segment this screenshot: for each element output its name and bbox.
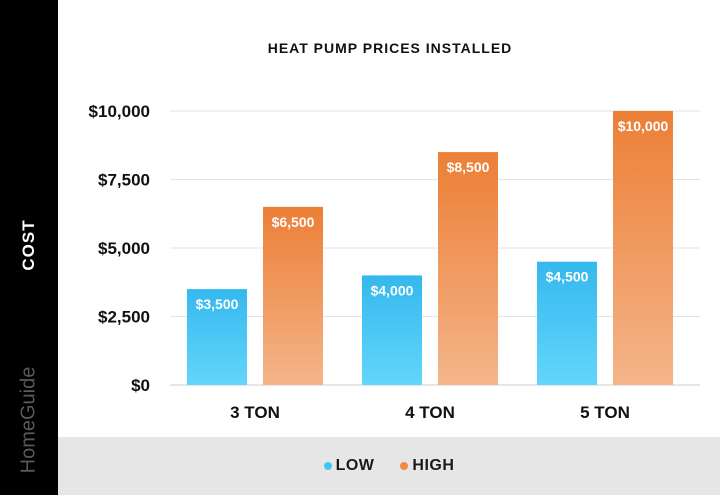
bar-low — [362, 275, 422, 385]
bar-low — [537, 261, 597, 385]
legend-dot-high — [400, 462, 409, 470]
bar-high — [613, 111, 673, 385]
data-label: $10,000 — [618, 118, 669, 134]
legend-label-high: HIGH — [412, 457, 455, 474]
data-label: $8,500 — [447, 159, 490, 175]
y-tick-label: $7,500 — [98, 171, 150, 190]
bar-chart: HEAT PUMP PRICES INSTALLED $0 $2,500 $5,000… — [89, 40, 700, 422]
legend-item-low: LOW — [323, 457, 375, 475]
x-category-label: 5 TON — [580, 403, 630, 422]
legend-item-high: HIGH — [400, 457, 454, 475]
data-label: $3,500 — [196, 296, 239, 312]
data-label: $4,500 — [546, 269, 589, 285]
bar-high — [438, 152, 498, 385]
legend: LOW HIGH — [58, 437, 720, 495]
y-tick-label: $5,000 — [98, 239, 150, 258]
legend-label-low: LOW — [335, 457, 375, 474]
data-label: $4,000 — [371, 282, 414, 298]
data-label: $6,500 — [272, 214, 315, 230]
bar-low — [187, 289, 247, 385]
x-category-label: 4 TON — [405, 403, 455, 422]
y-tick-label: $2,500 — [98, 308, 150, 327]
side-bar: COST HomeGuide — [0, 0, 58, 495]
y-tick-label: $10,000 — [89, 102, 150, 121]
legend-dot-low — [323, 462, 332, 470]
chart-title: HEAT PUMP PRICES INSTALLED — [268, 40, 513, 56]
bar-high — [263, 206, 323, 385]
y-tick-label: $0 — [131, 376, 150, 395]
x-category-label: 3 TON — [230, 403, 280, 422]
